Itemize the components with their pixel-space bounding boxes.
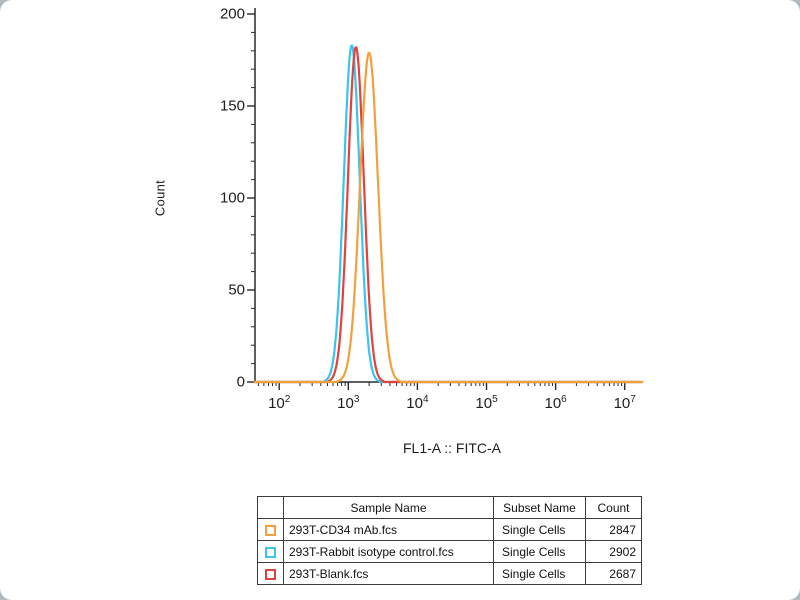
y-tick-label: 50 bbox=[228, 281, 245, 299]
y-tick-label: 0 bbox=[236, 373, 245, 391]
legend-count: 2847 bbox=[585, 518, 642, 541]
legend-corner-cell bbox=[257, 496, 284, 519]
legend-row: 293T-Blank.fcs Single Cells 2687 bbox=[257, 562, 642, 585]
legend-header-subset-name: Subset Name bbox=[493, 496, 586, 519]
y-axis-ticks bbox=[247, 13, 255, 383]
legend-count: 2902 bbox=[585, 540, 642, 563]
x-tick-label: 103 bbox=[337, 394, 360, 412]
legend-swatch-cell bbox=[257, 540, 284, 563]
histogram-curve-1 bbox=[253, 46, 644, 384]
legend-row: 293T-CD34 mAb.fcs Single Cells 2847 bbox=[257, 518, 642, 541]
x-tick-label: 102 bbox=[268, 394, 291, 412]
series-color-swatch bbox=[265, 524, 276, 536]
legend-header-row: Sample Name Subset Name Count bbox=[257, 496, 642, 519]
legend-table: Sample Name Subset Name Count 293T-CD34 mAb… bbox=[257, 496, 642, 585]
legend-sample-name: 293T-CD34 mAb.fcs bbox=[283, 518, 494, 541]
legend-count: 2687 bbox=[585, 562, 642, 585]
y-tick-label: 150 bbox=[219, 97, 245, 115]
x-tick-label: 105 bbox=[475, 394, 498, 412]
x-axis-ticks bbox=[257, 382, 626, 390]
y-axis-title: Count bbox=[152, 179, 168, 217]
legend-subset-name: Single Cells bbox=[493, 518, 586, 541]
histogram-curve-0 bbox=[253, 44, 644, 384]
axes bbox=[254, 8, 642, 383]
series-color-swatch bbox=[265, 568, 276, 580]
y-tick-label: 100 bbox=[219, 189, 245, 207]
x-tick-label: 106 bbox=[544, 394, 567, 412]
legend-subset-name: Single Cells bbox=[493, 540, 586, 563]
legend-sample-name: 293T-Blank.fcs bbox=[283, 562, 494, 585]
legend-header-count: Count bbox=[585, 496, 642, 519]
x-tick-label: 104 bbox=[406, 394, 429, 412]
y-tick-label: 200 bbox=[219, 5, 245, 23]
legend-swatch-cell bbox=[257, 518, 284, 541]
x-tick-label: 107 bbox=[613, 394, 636, 412]
x-axis-title: FL1-A :: FITC-A bbox=[402, 440, 502, 456]
legend-row: 293T-Rabbit isotype control.fcs Single Ce… bbox=[257, 540, 642, 563]
legend-subset-name: Single Cells bbox=[493, 562, 586, 585]
legend-header-sample-name: Sample Name bbox=[283, 496, 494, 519]
histogram-curve-2 bbox=[253, 51, 644, 384]
legend-sample-name: 293T-Rabbit isotype control.fcs bbox=[283, 540, 494, 563]
series-color-swatch bbox=[265, 546, 276, 558]
legend-swatch-cell bbox=[257, 562, 284, 585]
